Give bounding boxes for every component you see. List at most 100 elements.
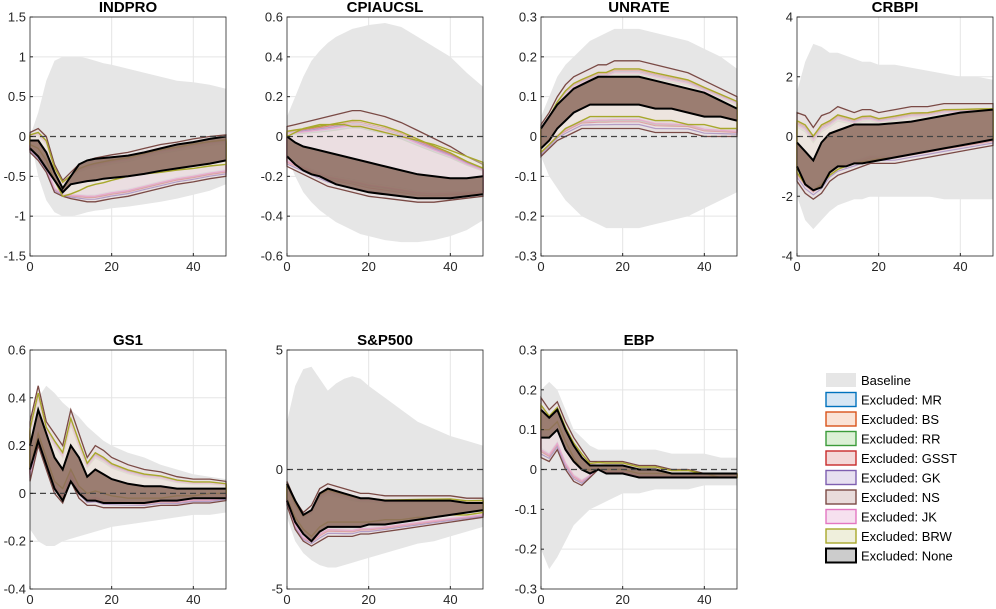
panel-gs1: -0.4 -0.2 0 0.2 0.4 0.6 0 20 40 GS1 (4, 332, 227, 607)
legend-swatch (825, 411, 857, 427)
x-tick-label: 0 (793, 259, 800, 274)
legend-item-excluded-mr: Excluded: MR (825, 391, 942, 408)
x-tick-label: 40 (186, 592, 200, 607)
y-tick-label: 1 (19, 49, 26, 64)
y-tick-label: -1.5 (4, 249, 26, 264)
x-tick-label: 40 (443, 259, 457, 274)
y-tick-label: 0.2 (519, 49, 537, 64)
y-tick-label: -4 (781, 249, 793, 264)
y-tick-label: -0.1 (515, 169, 537, 184)
y-tick-label: -0.3 (515, 582, 537, 597)
y-tick-label: -0.4 (4, 582, 26, 597)
line-excluded-none-lower (540, 103, 738, 150)
legend-item-excluded-bs: Excluded: BS (825, 411, 939, 427)
y-tick-label: -5 (271, 582, 283, 597)
line-excluded-none-upper (540, 75, 738, 130)
legend-item-excluded-rr: Excluded: RR (825, 430, 940, 447)
y-tick-label: -1 (14, 209, 26, 224)
line-excluded-none-upper (286, 135, 484, 180)
y-tick-label: 0.4 (8, 390, 26, 405)
y-tick-label: 0.6 (265, 10, 283, 25)
panel-title: UNRATE (608, 0, 669, 16)
x-tick-label: 0 (283, 592, 290, 607)
y-tick-label: 0.1 (519, 89, 537, 104)
y-tick-label: 0.3 (519, 343, 537, 358)
panel-ebp: -0.3 -0.2 -0.1 0 0.1 0.2 0.3 0 20 40 EBP (515, 332, 738, 607)
x-tick-label: 20 (871, 259, 885, 274)
panel-unrate: -0.3 -0.2 -0.1 0 0.1 0.2 0.3 0 20 40 UNRATE (515, 0, 738, 274)
y-tick-label: 0 (276, 129, 283, 144)
y-tick-label: 0 (530, 129, 537, 144)
band-excluded-none (30, 136, 226, 193)
x-tick-label: 20 (361, 259, 375, 274)
y-tick-label: -0.6 (261, 249, 283, 264)
legend-swatch (825, 469, 857, 486)
panel-cpiaucsl: -0.6 -0.4 -0.2 0 0.2 0.4 0.6 0 20 40 CPIAUCSL (261, 0, 484, 274)
line-excluded-none-lower (541, 427, 737, 479)
y-tick-label: 0.3 (519, 10, 537, 25)
line-excluded-none-lower (29, 147, 227, 194)
x-tick-label: 40 (186, 259, 200, 274)
panel-title: INDPRO (99, 0, 158, 16)
panel-title: GS1 (113, 332, 143, 349)
panel-title: CPIAUCSL (347, 0, 424, 16)
legend-label: Excluded: BRW (861, 529, 953, 544)
x-tick-label: 0 (26, 259, 33, 274)
x-tick-label: 0 (537, 592, 544, 607)
legend-label: Excluded: None (861, 549, 953, 564)
band-excluded-none (797, 109, 993, 191)
y-tick-label: 0 (276, 462, 283, 477)
legend-label: Excluded: GSST (861, 451, 957, 466)
legend-swatch (825, 528, 857, 544)
y-tick-label: 0.2 (519, 382, 537, 397)
x-tick-label: 20 (104, 592, 118, 607)
legend-item-excluded-none: Excluded: None (825, 547, 953, 564)
y-tick-label: 0 (530, 462, 537, 477)
line-excluded-none-upper (286, 483, 483, 517)
y-tick-label: 2 (786, 69, 793, 84)
y-tick-label: -0.3 (515, 249, 537, 264)
y-tick-label: -0.2 (515, 209, 537, 224)
x-tick-label: 40 (697, 592, 711, 607)
line-excluded-none-lower (29, 437, 226, 504)
legend-item-excluded-jk: Excluded: JK (825, 508, 937, 525)
legend-swatch (825, 430, 857, 447)
legend-swatch (825, 508, 857, 525)
panel-title: CRBPI (872, 0, 919, 16)
y-tick-label: 4 (786, 10, 793, 25)
legend-swatch (825, 489, 857, 505)
x-tick-label: 40 (697, 259, 711, 274)
legend-item-excluded-ns: Excluded: NS (825, 489, 940, 505)
y-tick-label: 0.1 (519, 422, 537, 437)
legend-swatch (825, 391, 857, 408)
panel-title: EBP (624, 332, 655, 349)
band-excluded-none (541, 76, 737, 149)
line-excluded-none-lower (286, 500, 484, 543)
panel-indpro: -1.5 -1 -0.5 0 0.5 1 1.5 0 20 40 INDPRO (4, 0, 227, 274)
x-tick-label: 40 (443, 592, 457, 607)
x-tick-label: 40 (953, 259, 967, 274)
y-tick-label: 0.2 (8, 438, 26, 453)
line-excluded-none-upper (540, 408, 737, 475)
legend-swatch (826, 373, 856, 387)
x-tick-label: 20 (361, 592, 375, 607)
y-tick-label: 0.2 (265, 89, 283, 104)
y-tick-label: 0.6 (8, 343, 26, 358)
x-tick-label: 0 (537, 259, 544, 274)
y-tick-label: -0.5 (4, 169, 26, 184)
legend-label: Excluded: MR (861, 393, 942, 408)
y-tick-label: -2 (781, 189, 793, 204)
x-tick-label: 0 (283, 259, 290, 274)
x-tick-label: 20 (104, 259, 118, 274)
y-tick-label: 0 (786, 129, 793, 144)
legend: Baseline Excluded: MR Excluded: BS Excluded… (825, 373, 957, 564)
legend-swatch (825, 450, 857, 466)
line-excluded-none-upper (796, 108, 994, 163)
line-excluded-none-upper (30, 135, 227, 191)
y-tick-label: -0.2 (515, 542, 537, 557)
legend-swatch (825, 547, 857, 564)
y-tick-label: -0.1 (515, 502, 537, 517)
